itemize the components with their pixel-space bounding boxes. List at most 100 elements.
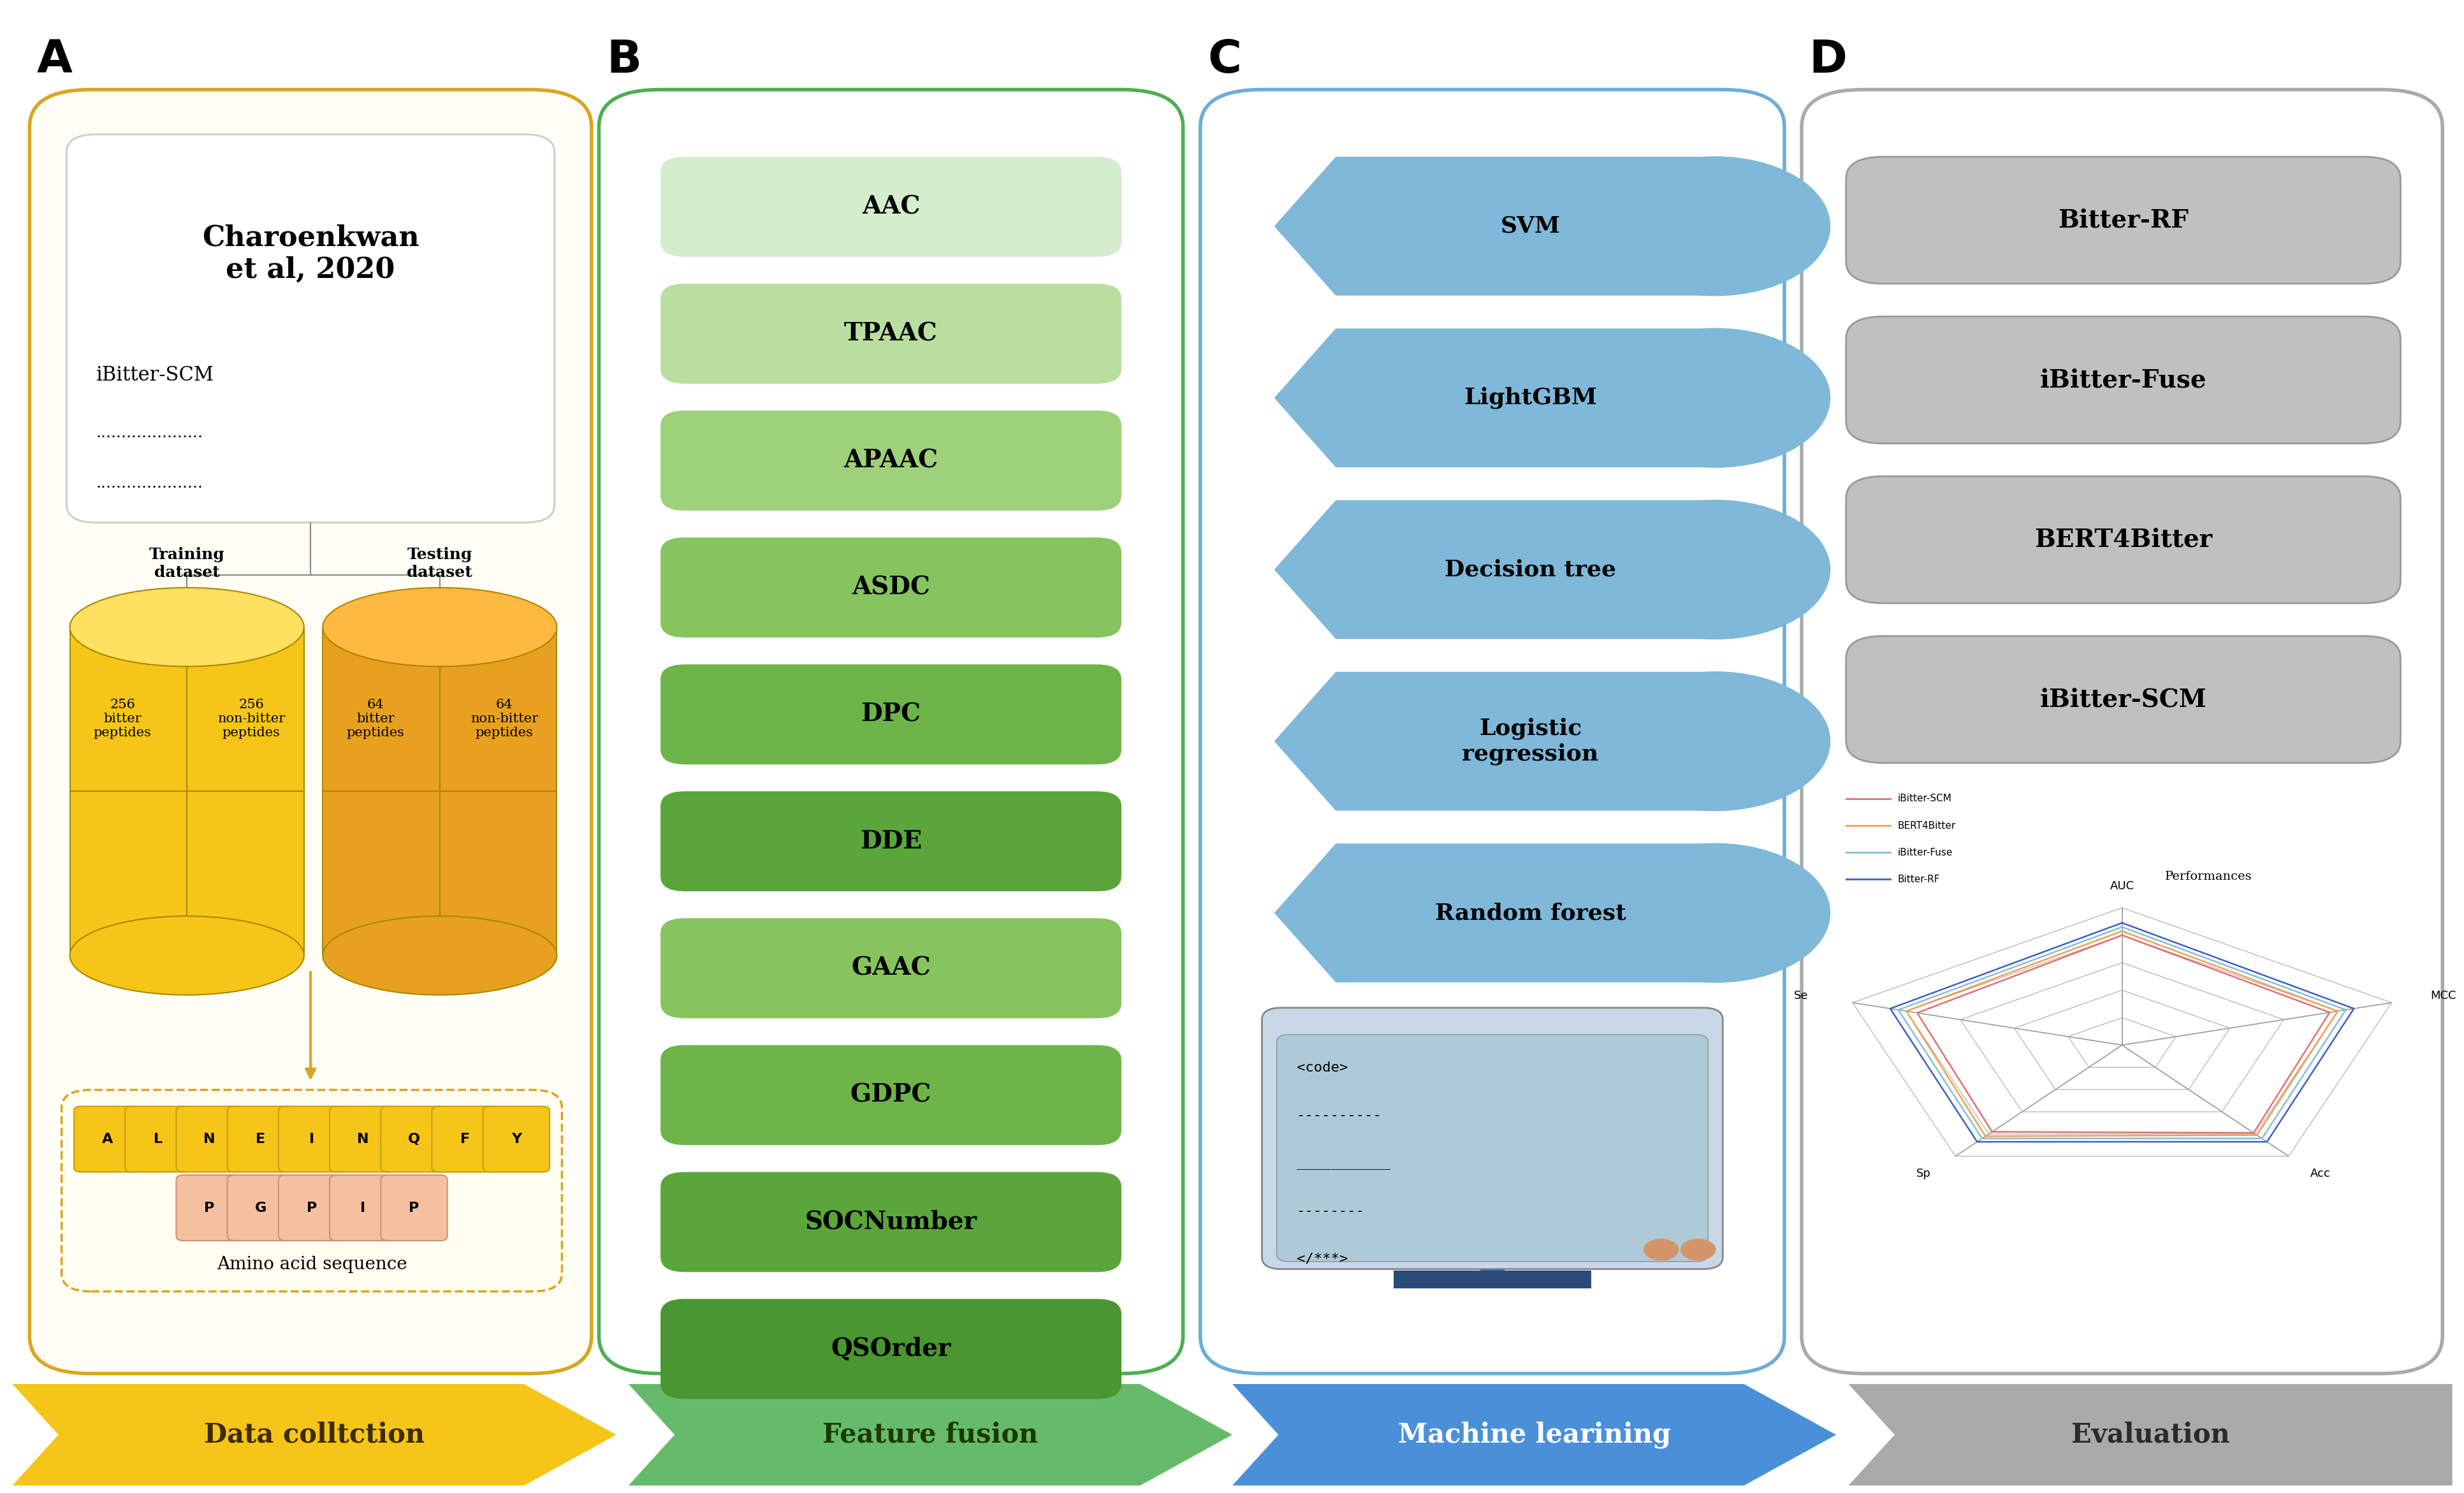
Text: P: P [205, 1202, 214, 1214]
Text: Bitter-RF: Bitter-RF [2057, 208, 2188, 233]
Text: TPAAC: TPAAC [845, 321, 936, 346]
FancyBboxPatch shape [660, 664, 1121, 764]
FancyBboxPatch shape [1395, 1271, 1592, 1288]
Text: N: N [357, 1133, 370, 1145]
FancyBboxPatch shape [67, 134, 554, 523]
Text: Sp: Sp [1917, 1168, 1929, 1179]
Text: iBitter-SCM: iBitter-SCM [1897, 794, 1951, 803]
Text: D: D [1809, 39, 1848, 82]
FancyBboxPatch shape [379, 1106, 448, 1172]
Text: MCC: MCC [2430, 990, 2457, 1002]
Text: F: F [461, 1133, 471, 1145]
Text: </***>: </***> [1296, 1253, 1348, 1266]
Ellipse shape [69, 588, 303, 666]
FancyBboxPatch shape [660, 1299, 1121, 1399]
Text: Machine learining: Machine learining [1397, 1421, 1671, 1448]
Circle shape [1643, 1239, 1678, 1260]
Text: iBitter-SCM: iBitter-SCM [96, 366, 214, 385]
FancyBboxPatch shape [278, 1175, 345, 1241]
FancyBboxPatch shape [599, 90, 1183, 1374]
FancyBboxPatch shape [177, 1106, 244, 1172]
Text: Data colltction: Data colltction [205, 1421, 424, 1448]
FancyBboxPatch shape [1262, 1008, 1722, 1269]
FancyBboxPatch shape [330, 1175, 397, 1241]
Polygon shape [1232, 1384, 1836, 1486]
Circle shape [1602, 328, 1828, 467]
Text: Decision tree: Decision tree [1444, 558, 1616, 581]
Text: Testing
dataset: Testing dataset [407, 546, 473, 581]
Text: APAAC: APAAC [843, 448, 939, 473]
Text: L: L [153, 1133, 163, 1145]
FancyBboxPatch shape [330, 1106, 397, 1172]
Text: AAC: AAC [862, 194, 919, 219]
Text: <code>: <code> [1296, 1062, 1348, 1075]
FancyBboxPatch shape [1846, 317, 2400, 443]
FancyBboxPatch shape [1478, 1269, 1503, 1281]
Text: SVM: SVM [1501, 215, 1560, 237]
Circle shape [1602, 844, 1828, 982]
FancyBboxPatch shape [660, 1172, 1121, 1272]
Text: I: I [360, 1202, 365, 1214]
Polygon shape [1274, 328, 1740, 467]
Text: iBitter-SCM: iBitter-SCM [2040, 687, 2205, 712]
FancyBboxPatch shape [126, 1106, 192, 1172]
FancyBboxPatch shape [660, 537, 1121, 638]
Text: Logistic
regression: Logistic regression [1461, 718, 1599, 764]
Polygon shape [1848, 1384, 2452, 1486]
Text: DDE: DDE [860, 829, 922, 854]
FancyBboxPatch shape [660, 1045, 1121, 1145]
FancyBboxPatch shape [323, 627, 557, 956]
FancyBboxPatch shape [1200, 90, 1784, 1374]
FancyBboxPatch shape [278, 1106, 345, 1172]
Text: AUC: AUC [2109, 881, 2134, 891]
FancyBboxPatch shape [660, 411, 1121, 511]
Text: Feature fusion: Feature fusion [823, 1421, 1037, 1448]
FancyBboxPatch shape [62, 1090, 562, 1291]
FancyBboxPatch shape [177, 1175, 244, 1241]
FancyBboxPatch shape [30, 90, 591, 1374]
Text: I: I [308, 1133, 315, 1145]
FancyBboxPatch shape [74, 1106, 140, 1172]
Text: E: E [256, 1133, 266, 1145]
Text: Bitter-RF: Bitter-RF [1897, 875, 1939, 884]
FancyBboxPatch shape [69, 627, 303, 956]
FancyBboxPatch shape [483, 1106, 549, 1172]
Ellipse shape [69, 917, 303, 994]
Text: P: P [409, 1202, 419, 1214]
Text: .....................: ..................... [96, 476, 202, 491]
FancyBboxPatch shape [1846, 157, 2400, 284]
Text: Y: Y [510, 1133, 522, 1145]
Text: ASDC: ASDC [853, 575, 929, 600]
Circle shape [1602, 157, 1828, 296]
Polygon shape [1274, 500, 1740, 639]
Text: Evaluation: Evaluation [2070, 1421, 2230, 1448]
Text: BERT4Bitter: BERT4Bitter [2033, 527, 2213, 552]
Text: C: C [1207, 39, 1242, 82]
Text: ___________: ___________ [1296, 1157, 1390, 1171]
Text: 64
non-bitter
peptides: 64 non-bitter peptides [471, 699, 537, 739]
Text: BERT4Bitter: BERT4Bitter [1897, 821, 1956, 830]
Text: 64
bitter
peptides: 64 bitter peptides [347, 699, 404, 739]
Text: QSOrder: QSOrder [830, 1336, 951, 1362]
Text: .....................: ..................... [96, 426, 202, 440]
Text: Amino acid sequence: Amino acid sequence [217, 1256, 407, 1274]
FancyBboxPatch shape [379, 1175, 448, 1241]
Text: Charoenkwan
et al, 2020: Charoenkwan et al, 2020 [202, 224, 419, 284]
Polygon shape [1274, 157, 1740, 296]
Polygon shape [1274, 672, 1740, 811]
Text: Acc: Acc [2309, 1168, 2331, 1179]
Text: ----------: ---------- [1296, 1109, 1382, 1123]
Text: 256
non-bitter
peptides: 256 non-bitter peptides [217, 699, 286, 739]
FancyBboxPatch shape [1276, 1035, 1708, 1262]
Text: Q: Q [409, 1133, 419, 1145]
FancyBboxPatch shape [660, 918, 1121, 1018]
FancyBboxPatch shape [1846, 636, 2400, 763]
Polygon shape [628, 1384, 1232, 1486]
FancyBboxPatch shape [660, 157, 1121, 257]
Circle shape [1602, 672, 1828, 811]
FancyBboxPatch shape [227, 1175, 293, 1241]
Text: A: A [101, 1133, 113, 1145]
FancyBboxPatch shape [660, 791, 1121, 891]
Text: SOCNumber: SOCNumber [806, 1209, 976, 1235]
Text: Performances: Performances [2163, 870, 2252, 882]
